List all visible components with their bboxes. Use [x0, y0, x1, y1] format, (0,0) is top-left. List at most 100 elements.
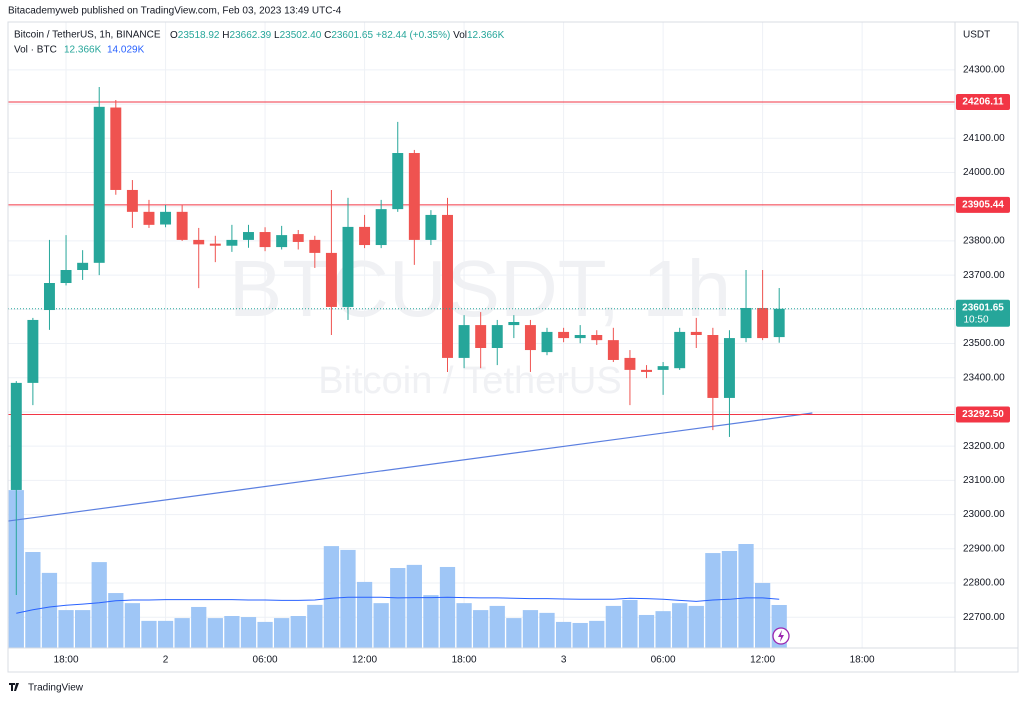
candle-body — [624, 357, 636, 370]
x-tick-label: 12:00 — [352, 655, 377, 666]
candle-body — [143, 211, 155, 225]
ohlc-key: C — [324, 30, 331, 41]
candle-body — [226, 239, 238, 246]
level-label: 23292.50 — [962, 409, 1004, 420]
volume-bar — [257, 621, 273, 648]
volume-bar — [224, 616, 240, 648]
candle-body — [541, 331, 553, 353]
volume-bar — [473, 610, 489, 648]
candle-body — [657, 366, 669, 370]
volume-bar — [705, 553, 721, 648]
candle-body — [209, 243, 221, 246]
candle-body — [325, 252, 337, 307]
y-tick-label: 22700.00 — [963, 612, 1005, 623]
level-label-box — [956, 94, 1010, 111]
volume-bar — [688, 605, 704, 648]
candle-body — [126, 189, 138, 212]
ohlc-key: H — [222, 30, 229, 41]
last-price-label: 23601.65 — [962, 302, 1004, 313]
candle-body — [60, 270, 72, 284]
volume-bar — [290, 616, 306, 648]
candle-body — [773, 308, 785, 338]
candle-body — [442, 214, 453, 358]
logo-mark — [9, 683, 19, 691]
candle-body — [475, 325, 487, 348]
trendline — [7, 412, 813, 522]
volume-bar — [406, 564, 422, 648]
candle-body — [524, 325, 536, 351]
volume-bar — [240, 617, 257, 648]
candle-body — [43, 283, 55, 311]
volume-bar — [390, 568, 406, 648]
candle-body — [342, 226, 354, 307]
published: Bitacademyweb published on TradingView.c… — [8, 6, 342, 17]
candle-body — [723, 338, 735, 398]
candle-body — [392, 153, 404, 210]
logo: TradingView — [9, 683, 84, 694]
y-tick-label: 23800.00 — [963, 236, 1005, 247]
candle-body — [458, 325, 470, 358]
ohlc-value: 23662.39 — [230, 30, 272, 41]
x-tick-label: 3 — [561, 655, 567, 666]
volume-bar — [323, 546, 340, 648]
candle-body — [757, 307, 769, 339]
watermark-sub: Bitcoin / TetherUS — [318, 360, 621, 402]
y-tick-label: 23200.00 — [963, 441, 1005, 452]
volume-bar — [373, 603, 389, 648]
x-tick-label: 18:00 — [850, 655, 875, 666]
candle-body — [309, 239, 321, 253]
last-price-box — [956, 299, 1010, 327]
volume-bar — [58, 610, 74, 648]
level-label: 23905.44 — [962, 200, 1004, 211]
candle-body — [425, 214, 437, 240]
candle-body — [110, 107, 122, 190]
countdown: 10:50 — [963, 314, 988, 325]
y-axis-label: USDT — [963, 30, 990, 41]
volume-bar — [672, 603, 688, 648]
volume-bar — [124, 603, 141, 648]
volume-bar — [522, 610, 539, 648]
candle-body — [27, 319, 39, 383]
ohlc-value: 23601.65 — [331, 30, 373, 41]
volume-bar — [638, 614, 655, 648]
volume-bar — [108, 593, 124, 648]
candle-body — [93, 106, 105, 263]
alert-bolt — [778, 630, 784, 642]
x-tick-label: 12:00 — [750, 655, 775, 666]
volume-bar — [555, 621, 572, 648]
y-tick-label: 23400.00 — [963, 372, 1005, 383]
y-tick-label: 23000.00 — [963, 509, 1005, 520]
volume-bar — [754, 582, 771, 648]
candle-body — [491, 325, 503, 348]
volume-legend-name: Vol · BTC — [14, 45, 57, 56]
candle-body — [77, 262, 89, 271]
volume-bar — [456, 603, 472, 648]
candle-body — [707, 335, 719, 398]
volume-bar — [356, 581, 373, 648]
candle-body — [359, 226, 371, 246]
volume-bar — [589, 620, 605, 648]
x-tick-label: 2 — [163, 655, 169, 666]
candle-body — [259, 232, 271, 248]
volume-bar — [207, 618, 223, 648]
change: +82.44 (+0.35%) — [376, 30, 451, 41]
candle-body — [641, 369, 652, 372]
volume-bar — [91, 562, 107, 648]
volume-bar — [655, 611, 671, 648]
volume-bar — [572, 622, 588, 648]
ohlc-key: L — [274, 30, 280, 41]
volume-bar — [439, 566, 456, 648]
candle-body — [674, 331, 686, 369]
volume-bar — [141, 620, 157, 648]
candle-body — [243, 232, 254, 240]
x-tick-label: 06:00 — [253, 655, 278, 666]
volume-bar — [622, 600, 638, 648]
candle-body — [292, 234, 304, 242]
candle-body — [591, 335, 603, 341]
y-tick-label: 22800.00 — [963, 578, 1005, 589]
x-tick-label: 18:00 — [54, 655, 79, 666]
volume-bar — [738, 544, 754, 648]
ohlc-value: 23502.40 — [280, 30, 322, 41]
volume-bar — [423, 595, 439, 648]
ohlc-key: O — [170, 30, 178, 41]
